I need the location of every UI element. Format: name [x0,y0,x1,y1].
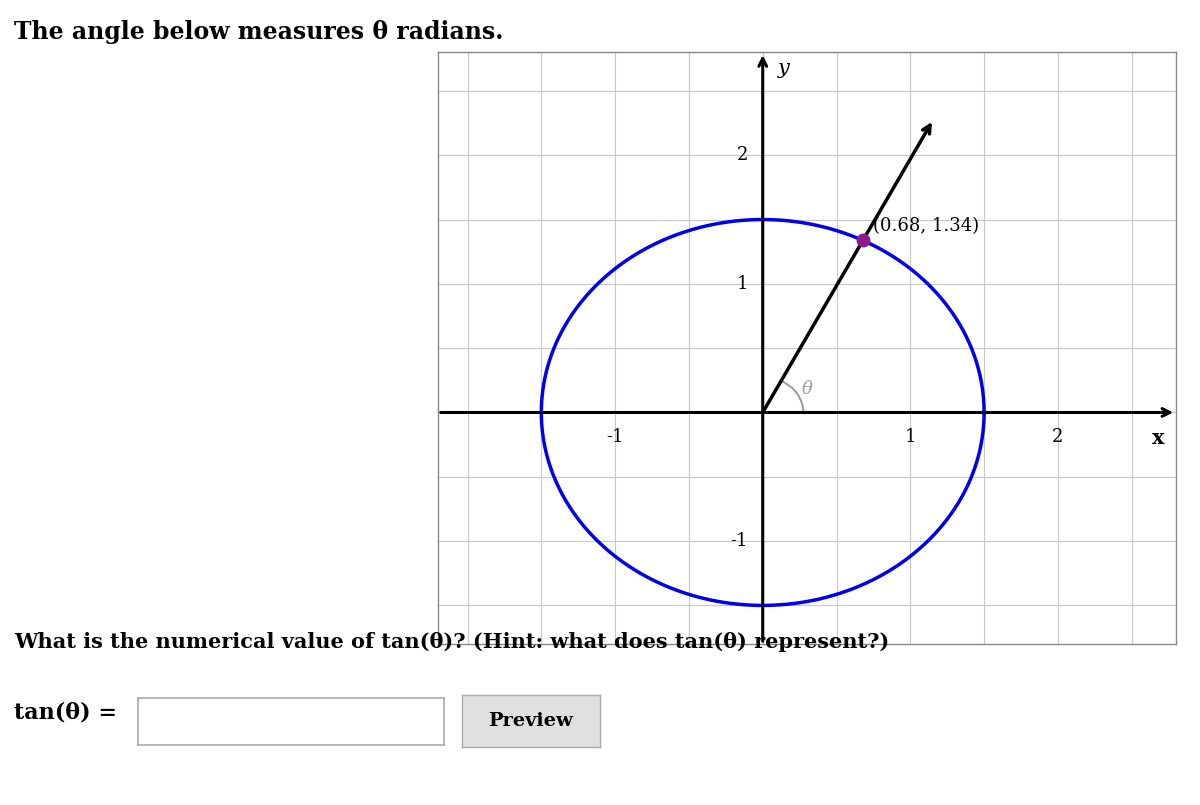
Text: (0.68, 1.34): (0.68, 1.34) [874,217,979,235]
Text: x: x [1152,428,1164,448]
Text: -1: -1 [731,532,748,550]
Text: Preview: Preview [488,712,574,730]
Text: θ: θ [802,380,812,398]
Text: 2: 2 [1052,428,1063,446]
Text: 1: 1 [905,428,916,446]
Text: y: y [778,59,790,78]
Text: -1: -1 [606,428,624,446]
Text: 2: 2 [737,147,748,164]
Text: tan(θ) =: tan(θ) = [14,701,118,724]
Text: The angle below measures θ radians.: The angle below measures θ radians. [14,20,504,44]
Text: What is the numerical value of tan(θ)? (Hint: what does tan(θ) represent?): What is the numerical value of tan(θ)? (… [14,632,889,652]
Text: 1: 1 [737,275,748,293]
